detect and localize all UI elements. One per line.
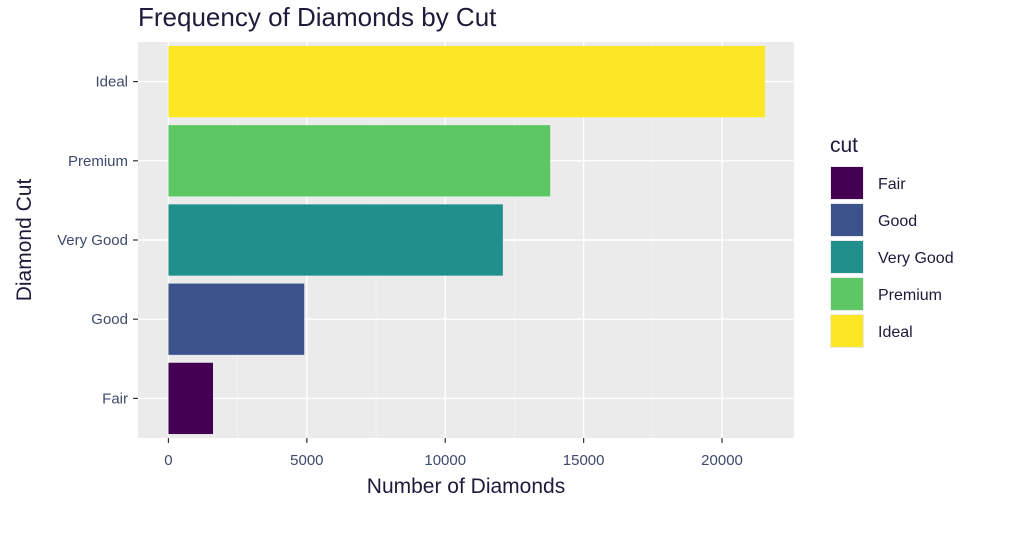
legend: Fair Good Very Good Premium Ideal xyxy=(830,166,954,348)
bar-very-good xyxy=(168,204,503,276)
x-axis: 0 5000 10000 15000 20000 xyxy=(164,438,743,469)
legend-label: Fair xyxy=(878,176,906,193)
x-tick-label: 20000 xyxy=(701,452,743,469)
legend-label: Ideal xyxy=(878,324,913,341)
legend-title: cut xyxy=(830,134,858,157)
bars xyxy=(168,45,765,435)
legend-label: Premium xyxy=(878,287,942,304)
legend-swatch xyxy=(831,204,863,236)
y-tick-label: Very Good xyxy=(57,232,128,249)
bar-fair xyxy=(168,362,214,435)
legend-swatch xyxy=(831,315,863,347)
y-tick-label: Ideal xyxy=(95,74,128,91)
x-tick-label: 15000 xyxy=(563,452,605,469)
x-tick-label: 5000 xyxy=(290,452,323,469)
y-axis-title: Diamond Cut xyxy=(13,179,36,302)
legend-label: Good xyxy=(878,213,917,230)
x-tick-label: 0 xyxy=(164,452,172,469)
x-axis-title: Number of Diamonds xyxy=(367,475,565,498)
legend-swatch xyxy=(831,278,863,310)
legend-swatch xyxy=(831,167,863,199)
y-tick-label: Fair xyxy=(102,390,128,407)
bar-premium xyxy=(168,125,551,197)
legend-label: Very Good xyxy=(878,250,954,267)
chart-title: Frequency of Diamonds by Cut xyxy=(138,2,497,32)
bar-good xyxy=(168,283,305,355)
y-axis: Fair Good Very Good Premium Ideal xyxy=(57,74,138,407)
bar-ideal xyxy=(168,45,765,118)
legend-swatch xyxy=(831,241,863,273)
x-tick-label: 10000 xyxy=(424,452,466,469)
y-tick-label: Good xyxy=(91,311,128,328)
y-tick-label: Premium xyxy=(68,153,128,170)
